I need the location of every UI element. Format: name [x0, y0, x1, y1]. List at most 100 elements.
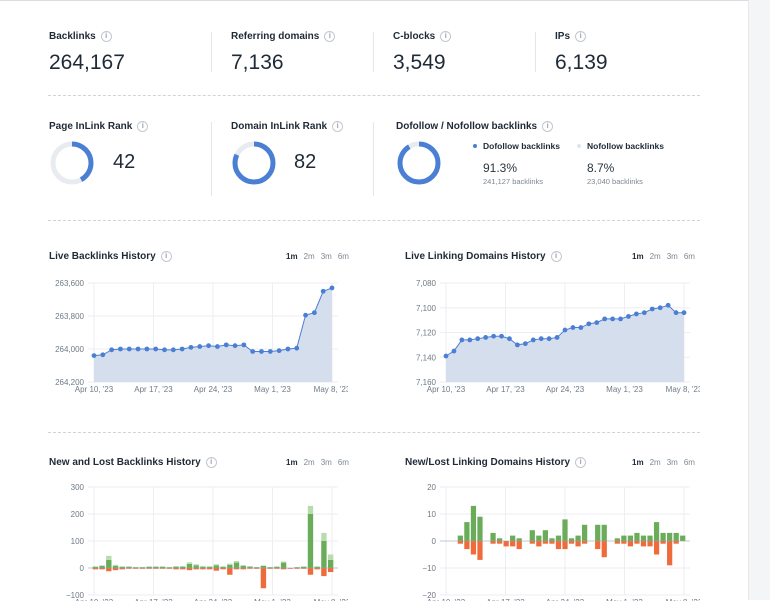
lost-bar [133, 568, 139, 569]
range-6m[interactable]: 6m [683, 252, 695, 261]
new-bar [562, 519, 568, 541]
lost-bar [314, 568, 320, 570]
domain-rank-donut [232, 141, 276, 185]
legend-dot [473, 144, 477, 148]
lost-bar [287, 568, 293, 569]
range-3m[interactable]: 3m [666, 458, 678, 467]
lost-bar [327, 568, 334, 573]
section-divider [48, 220, 700, 221]
data-point [594, 320, 600, 325]
stat-value: 7,136 [231, 51, 284, 74]
lost-bar [542, 541, 548, 544]
range-3m[interactable]: 3m [320, 458, 332, 467]
info-icon[interactable]: i [100, 31, 112, 42]
info-icon[interactable]: i [550, 251, 562, 262]
stat-label-text: IPs [555, 31, 571, 42]
new-bar [542, 530, 548, 541]
info-icon[interactable]: i [324, 31, 336, 42]
range-1m[interactable]: 1m [286, 252, 298, 261]
data-point [206, 343, 211, 349]
x-tick-label: Apr 24, '23 [546, 385, 585, 394]
range-2m[interactable]: 2m [303, 252, 315, 261]
lost-bar [254, 568, 260, 569]
data-point [303, 312, 308, 318]
new-bar [634, 532, 640, 541]
lost-bar [549, 541, 555, 544]
lost-bar [490, 541, 496, 544]
series-line [93, 287, 333, 357]
x-tick-label: May 8, '23 [314, 385, 348, 394]
follow-label-text: Dofollow / Nofollow backlinks [396, 121, 538, 132]
info-icon[interactable]: i [542, 121, 554, 132]
donut-arc [232, 141, 276, 185]
info-icon[interactable]: i [575, 31, 587, 42]
legend-dot [577, 144, 581, 148]
scrollbar[interactable] [748, 0, 770, 600]
data-point [522, 341, 528, 347]
new-bar [314, 566, 320, 568]
new-bar [213, 565, 220, 568]
range-3m[interactable]: 3m [666, 252, 678, 261]
new-bar [549, 538, 555, 541]
data-point [109, 347, 115, 353]
legend-title: Dofollow backlinks [473, 141, 560, 151]
y-tick-label: 264,000 [55, 345, 84, 354]
domain-rank-value: 82 [294, 151, 317, 173]
data-point [665, 302, 671, 308]
data-point [135, 346, 141, 352]
range-1m[interactable]: 1m [632, 458, 644, 467]
range-2m[interactable]: 2m [303, 458, 315, 467]
info-icon[interactable]: i [575, 457, 587, 468]
range-3m[interactable]: 3m [320, 252, 332, 261]
new-bar [510, 535, 516, 541]
data-point [610, 316, 615, 322]
data-point [507, 336, 512, 342]
info-icon[interactable]: i [332, 121, 344, 132]
data-point [618, 316, 623, 322]
new-bar [601, 524, 607, 541]
range-2m[interactable]: 2m [649, 458, 661, 467]
new-bar [555, 535, 562, 541]
range-6m[interactable]: 6m [337, 252, 349, 261]
legend-pct: 91.3% [483, 161, 518, 175]
lost-bar [99, 568, 105, 570]
lost-bar [510, 541, 516, 547]
new-bar [653, 522, 660, 541]
data-point [329, 285, 335, 291]
range-6m[interactable]: 6m [337, 458, 349, 467]
info-icon[interactable]: i [440, 31, 452, 42]
info-icon[interactable]: i [205, 457, 217, 468]
x-tick-label: Apr 10, '23 [427, 385, 466, 394]
info-icon[interactable]: i [160, 251, 172, 262]
range-1m[interactable]: 1m [632, 252, 644, 261]
range-2m[interactable]: 2m [649, 252, 661, 261]
range-6m[interactable]: 6m [683, 458, 695, 467]
lost-bar [139, 568, 146, 569]
info-icon[interactable]: i [137, 121, 149, 132]
chart-title: Live Linking Domains History i [405, 251, 562, 262]
new-bar [112, 565, 119, 568]
legend-title: Nofollow backlinks [577, 141, 664, 151]
new-bar [647, 535, 653, 541]
divider [211, 32, 212, 72]
range-1m[interactable]: 1m [286, 458, 298, 467]
new-bar [126, 566, 132, 568]
new-bar [146, 566, 152, 568]
y-tick-label: −20 [422, 591, 436, 600]
data-point [483, 335, 489, 340]
lost-bar [595, 541, 601, 550]
lost-bar [112, 568, 119, 571]
new-bar [92, 566, 99, 568]
new-bar [166, 567, 172, 568]
range-selector: 1m 2m 3m 6m [280, 252, 349, 261]
x-tick-label: May 8, '23 [666, 385, 700, 394]
new-bar [186, 563, 193, 568]
lost-bar [321, 568, 327, 577]
lost-bar [301, 568, 307, 569]
new-bar [640, 535, 647, 541]
data-point [570, 325, 576, 330]
x-tick-label: Apr 17, '23 [134, 385, 173, 394]
new-bar [621, 535, 627, 541]
